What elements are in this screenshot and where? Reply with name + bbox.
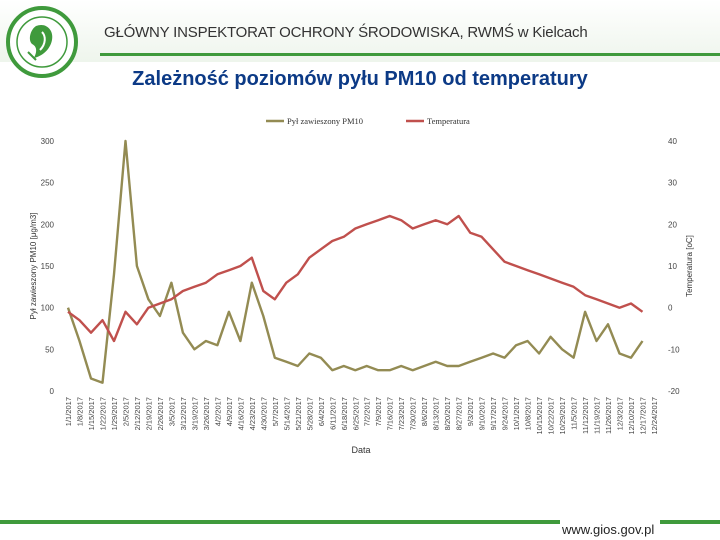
- x-tick-label: 11/12/2017: [581, 397, 590, 434]
- y-right-tick-label: -10: [668, 345, 680, 354]
- slide-title: Zależność poziomów pyłu PM10 od temperat…: [132, 68, 588, 90]
- x-tick-label: 7/30/2017: [409, 397, 418, 430]
- y-right-tick-label: 40: [668, 137, 677, 146]
- x-tick-label: 9/17/2017: [489, 397, 498, 430]
- x-tick-label: 4/2/2017: [213, 397, 222, 426]
- pm10-temperature-chart: 0 50 100 150 200 250 300 -20 -10 0 10 20 30 40 1/1/201…: [29, 116, 694, 455]
- y-right-tick-label: -20: [668, 387, 680, 396]
- x-tick-label: 9/3/2017: [466, 397, 475, 426]
- x-tick-label: 10/15/2017: [535, 397, 544, 435]
- x-tick-label: 2/19/2017: [144, 397, 153, 430]
- x-tick-label: 1/29/2017: [110, 397, 119, 430]
- x-tick-label: 3/19/2017: [190, 397, 199, 430]
- x-tick-label: 3/5/2017: [167, 397, 176, 426]
- y-left-tick-label: 200: [41, 220, 55, 229]
- x-tick-label: 6/18/2017: [340, 397, 349, 430]
- x-tick-label: 10/8/2017: [524, 397, 533, 430]
- y-right-axis-label: Temperatura [oC]: [685, 235, 694, 297]
- y-right-tick-label: 10: [668, 262, 677, 271]
- x-tick-label: 1/22/2017: [98, 397, 107, 430]
- y-left-tick-label: 300: [41, 137, 55, 146]
- x-tick-label: 11/19/2017: [593, 397, 602, 434]
- gios-logo-icon: [6, 6, 78, 78]
- x-tick-label: 4/30/2017: [259, 397, 268, 430]
- x-tick-label: 1/8/2017: [75, 397, 84, 426]
- y-left-tick-label: 50: [45, 345, 54, 354]
- x-tick-label: 5/14/2017: [282, 397, 291, 430]
- x-tick-label: 7/16/2017: [386, 397, 395, 430]
- x-tick-label: 1/15/2017: [87, 397, 96, 430]
- x-tick-label: 8/20/2017: [443, 397, 452, 430]
- y-right-tick-label: 0: [668, 304, 673, 313]
- x-tick-label: 8/13/2017: [432, 397, 441, 430]
- header-title: GŁÓWNY INSPEKTORAT OCHRONY ŚRODOWISKA, R…: [104, 24, 588, 41]
- legend-label-pm10: Pył zawieszony PM10: [287, 116, 363, 126]
- y-left-tick-label: 0: [50, 387, 55, 396]
- x-tick-label: 9/10/2017: [478, 397, 487, 430]
- footer-url[interactable]: www.gios.gov.pl: [560, 520, 661, 537]
- x-tick-label: 5/7/2017: [271, 397, 280, 426]
- y-right-tick-label: 30: [668, 179, 677, 188]
- x-tick-label: 5/21/2017: [294, 397, 303, 430]
- footer-rule: [0, 520, 720, 524]
- x-tick-label: 2/12/2017: [133, 397, 142, 430]
- x-tick-label: 3/26/2017: [202, 397, 211, 430]
- x-tick-label: 11/5/2017: [570, 397, 579, 430]
- x-tick-label: 7/9/2017: [374, 397, 383, 426]
- x-tick-label: 12/10/2017: [627, 397, 636, 435]
- y-right-tick-label: 20: [668, 220, 677, 229]
- x-tick-label: 8/27/2017: [455, 397, 464, 430]
- y-left-tick-label: 250: [41, 179, 55, 188]
- x-tick-label: 6/25/2017: [351, 397, 360, 430]
- header-rule: [100, 53, 720, 56]
- x-tick-label: 8/6/2017: [420, 397, 429, 426]
- x-tick-label: 10/1/2017: [512, 397, 521, 430]
- x-tick-label: 12/24/2017: [650, 397, 659, 435]
- x-tick-label: 10/22/2017: [547, 397, 556, 435]
- x-tick-label: 10/29/2017: [558, 397, 567, 435]
- legend-label-temperature: Temperatura: [427, 116, 470, 126]
- header-band: [0, 0, 720, 62]
- x-tick-label: 1/1/2017: [64, 397, 73, 426]
- x-axis-label: Data: [351, 445, 370, 455]
- x-tick-label: 11/26/2017: [604, 397, 613, 434]
- x-tick-label: 4/9/2017: [225, 397, 234, 426]
- x-tick-label: 4/23/2017: [248, 397, 257, 430]
- x-tick-label: 12/17/2017: [639, 397, 648, 435]
- x-tick-label: 3/12/2017: [179, 397, 188, 430]
- y-left-tick-label: 100: [41, 304, 55, 313]
- temperature-series-line: [67, 214, 644, 343]
- pm10-series-line: [66, 139, 644, 384]
- x-tick-label: 12/3/2017: [616, 397, 625, 430]
- x-tick-label: 2/5/2017: [121, 397, 130, 426]
- x-tick-label: 4/16/2017: [236, 397, 245, 430]
- y-left-tick-label: 150: [41, 262, 55, 271]
- y-left-axis-label: Pył zawieszony PM10 [μg/m3]: [29, 213, 38, 320]
- x-tick-label: 6/11/2017: [328, 397, 337, 430]
- x-tick-label: 6/4/2017: [317, 397, 326, 426]
- x-tick-label: 2/26/2017: [156, 397, 165, 430]
- x-tick-label: 7/23/2017: [397, 397, 406, 430]
- x-tick-label: 5/28/2017: [305, 397, 314, 430]
- x-tick-label: 7/2/2017: [363, 397, 372, 426]
- x-tick-label: 9/24/2017: [501, 397, 510, 430]
